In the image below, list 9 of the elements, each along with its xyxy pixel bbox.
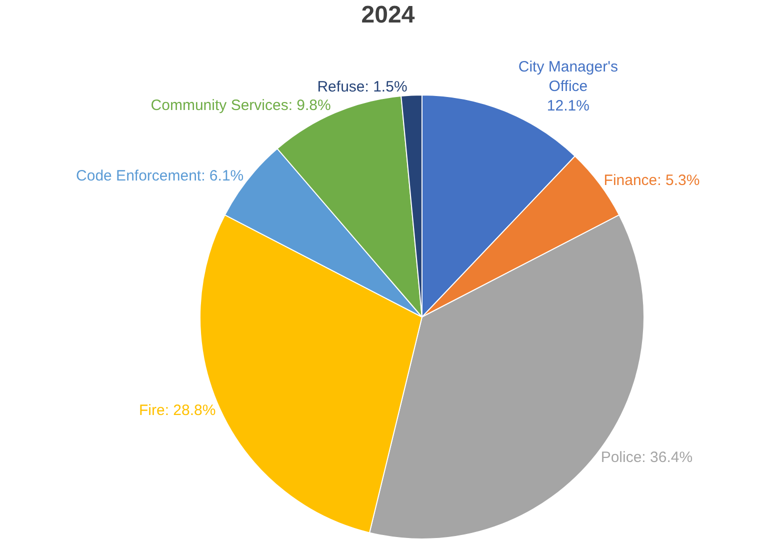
slice-label: Finance: 5.3% bbox=[604, 172, 700, 190]
slice-label: Police: 36.4% bbox=[600, 448, 693, 466]
slice-label: Fire: 28.8% bbox=[139, 402, 216, 419]
slice-label: Refuse: 1.5% bbox=[317, 78, 408, 96]
slice-label: Community Services: 9.8% bbox=[150, 97, 331, 114]
data-label: 12.1% bbox=[546, 98, 590, 115]
slice-label: City Manager's Office bbox=[518, 58, 618, 96]
slice-label: Code Enforcement: 6.1% bbox=[76, 168, 244, 185]
chart-title: 2024 bbox=[361, 1, 416, 28]
